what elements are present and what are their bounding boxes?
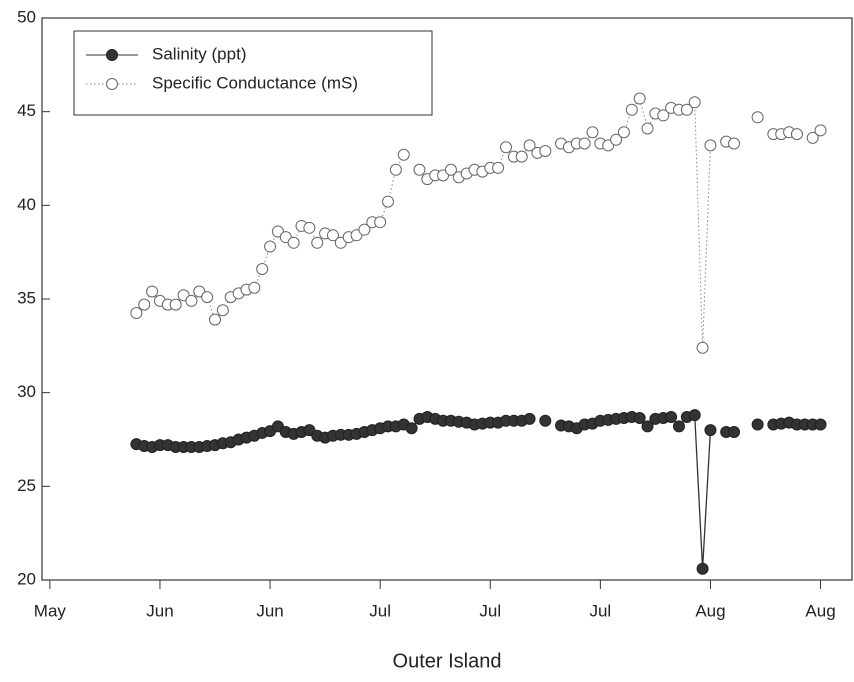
data-point xyxy=(657,109,670,122)
series-line xyxy=(136,97,821,348)
x-axis-label: Outer Island xyxy=(393,650,502,672)
data-point xyxy=(751,418,764,431)
data-point xyxy=(523,412,536,425)
data-point xyxy=(806,131,819,144)
legend-marker xyxy=(106,78,118,90)
data-point xyxy=(704,139,717,152)
data-point xyxy=(814,124,827,137)
data-point xyxy=(814,418,827,431)
data-point xyxy=(672,420,685,433)
legend-label: Salinity (ppt) xyxy=(152,44,246,63)
y-tick-label: 50 xyxy=(17,7,36,26)
data-point xyxy=(413,163,426,176)
y-tick-label: 30 xyxy=(17,382,36,401)
data-point xyxy=(382,195,395,208)
x-tick-label: Jul xyxy=(589,601,611,620)
data-point xyxy=(617,126,630,139)
x-tick-label: Aug xyxy=(805,601,835,620)
data-point xyxy=(696,341,709,354)
data-point xyxy=(586,126,599,139)
data-point xyxy=(138,298,151,311)
y-tick-label: 25 xyxy=(17,476,36,495)
data-point xyxy=(539,145,552,158)
data-point xyxy=(688,96,701,109)
data-point xyxy=(625,103,638,116)
data-point xyxy=(539,414,552,427)
data-point xyxy=(728,426,741,439)
data-point xyxy=(185,294,198,307)
data-point xyxy=(216,304,229,317)
x-tick-label: Jun xyxy=(146,601,173,620)
x-tick-label: Jul xyxy=(369,601,391,620)
x-tick-label: Jun xyxy=(256,601,283,620)
data-point xyxy=(515,150,528,163)
x-tick-label: Aug xyxy=(695,601,725,620)
data-point xyxy=(704,424,717,437)
data-point xyxy=(499,141,512,154)
data-point xyxy=(256,263,269,276)
data-point xyxy=(248,281,261,294)
y-tick-label: 40 xyxy=(17,195,36,214)
data-point xyxy=(146,285,159,298)
data-point xyxy=(751,111,764,124)
x-tick-label: Jul xyxy=(479,601,501,620)
data-point xyxy=(688,409,701,422)
data-point xyxy=(358,223,371,236)
legend-box xyxy=(73,30,433,116)
data-point xyxy=(130,307,143,320)
data-point xyxy=(641,420,654,433)
data-point xyxy=(523,139,536,152)
data-point xyxy=(790,128,803,141)
data-point xyxy=(303,221,316,234)
legend-marker xyxy=(106,49,118,61)
data-point xyxy=(665,411,678,424)
data-point xyxy=(405,422,418,435)
data-point xyxy=(444,163,457,176)
data-point xyxy=(680,103,693,116)
data-point xyxy=(389,163,402,176)
data-point xyxy=(374,216,387,229)
data-point xyxy=(728,137,741,150)
x-tick-label: May xyxy=(34,601,67,620)
data-point xyxy=(641,122,654,135)
data-point xyxy=(209,313,222,326)
data-point xyxy=(492,161,505,174)
data-point xyxy=(633,411,646,424)
legend-label: Specific Conductance (mS) xyxy=(152,73,358,92)
data-point xyxy=(326,229,339,242)
legend: Salinity (ppt) Specific Conductance (mS) xyxy=(73,30,433,116)
data-point xyxy=(633,92,646,105)
data-point xyxy=(578,137,591,150)
data-point xyxy=(311,236,324,249)
data-point xyxy=(696,562,709,575)
data-point xyxy=(287,236,300,249)
y-tick-label: 35 xyxy=(17,288,36,307)
data-point xyxy=(610,133,623,146)
y-tick-label: 45 xyxy=(17,101,36,120)
y-tick-label: 20 xyxy=(17,569,36,588)
data-point xyxy=(169,298,182,311)
data-point xyxy=(201,291,214,304)
data-point xyxy=(264,240,277,253)
data-point xyxy=(397,148,410,161)
